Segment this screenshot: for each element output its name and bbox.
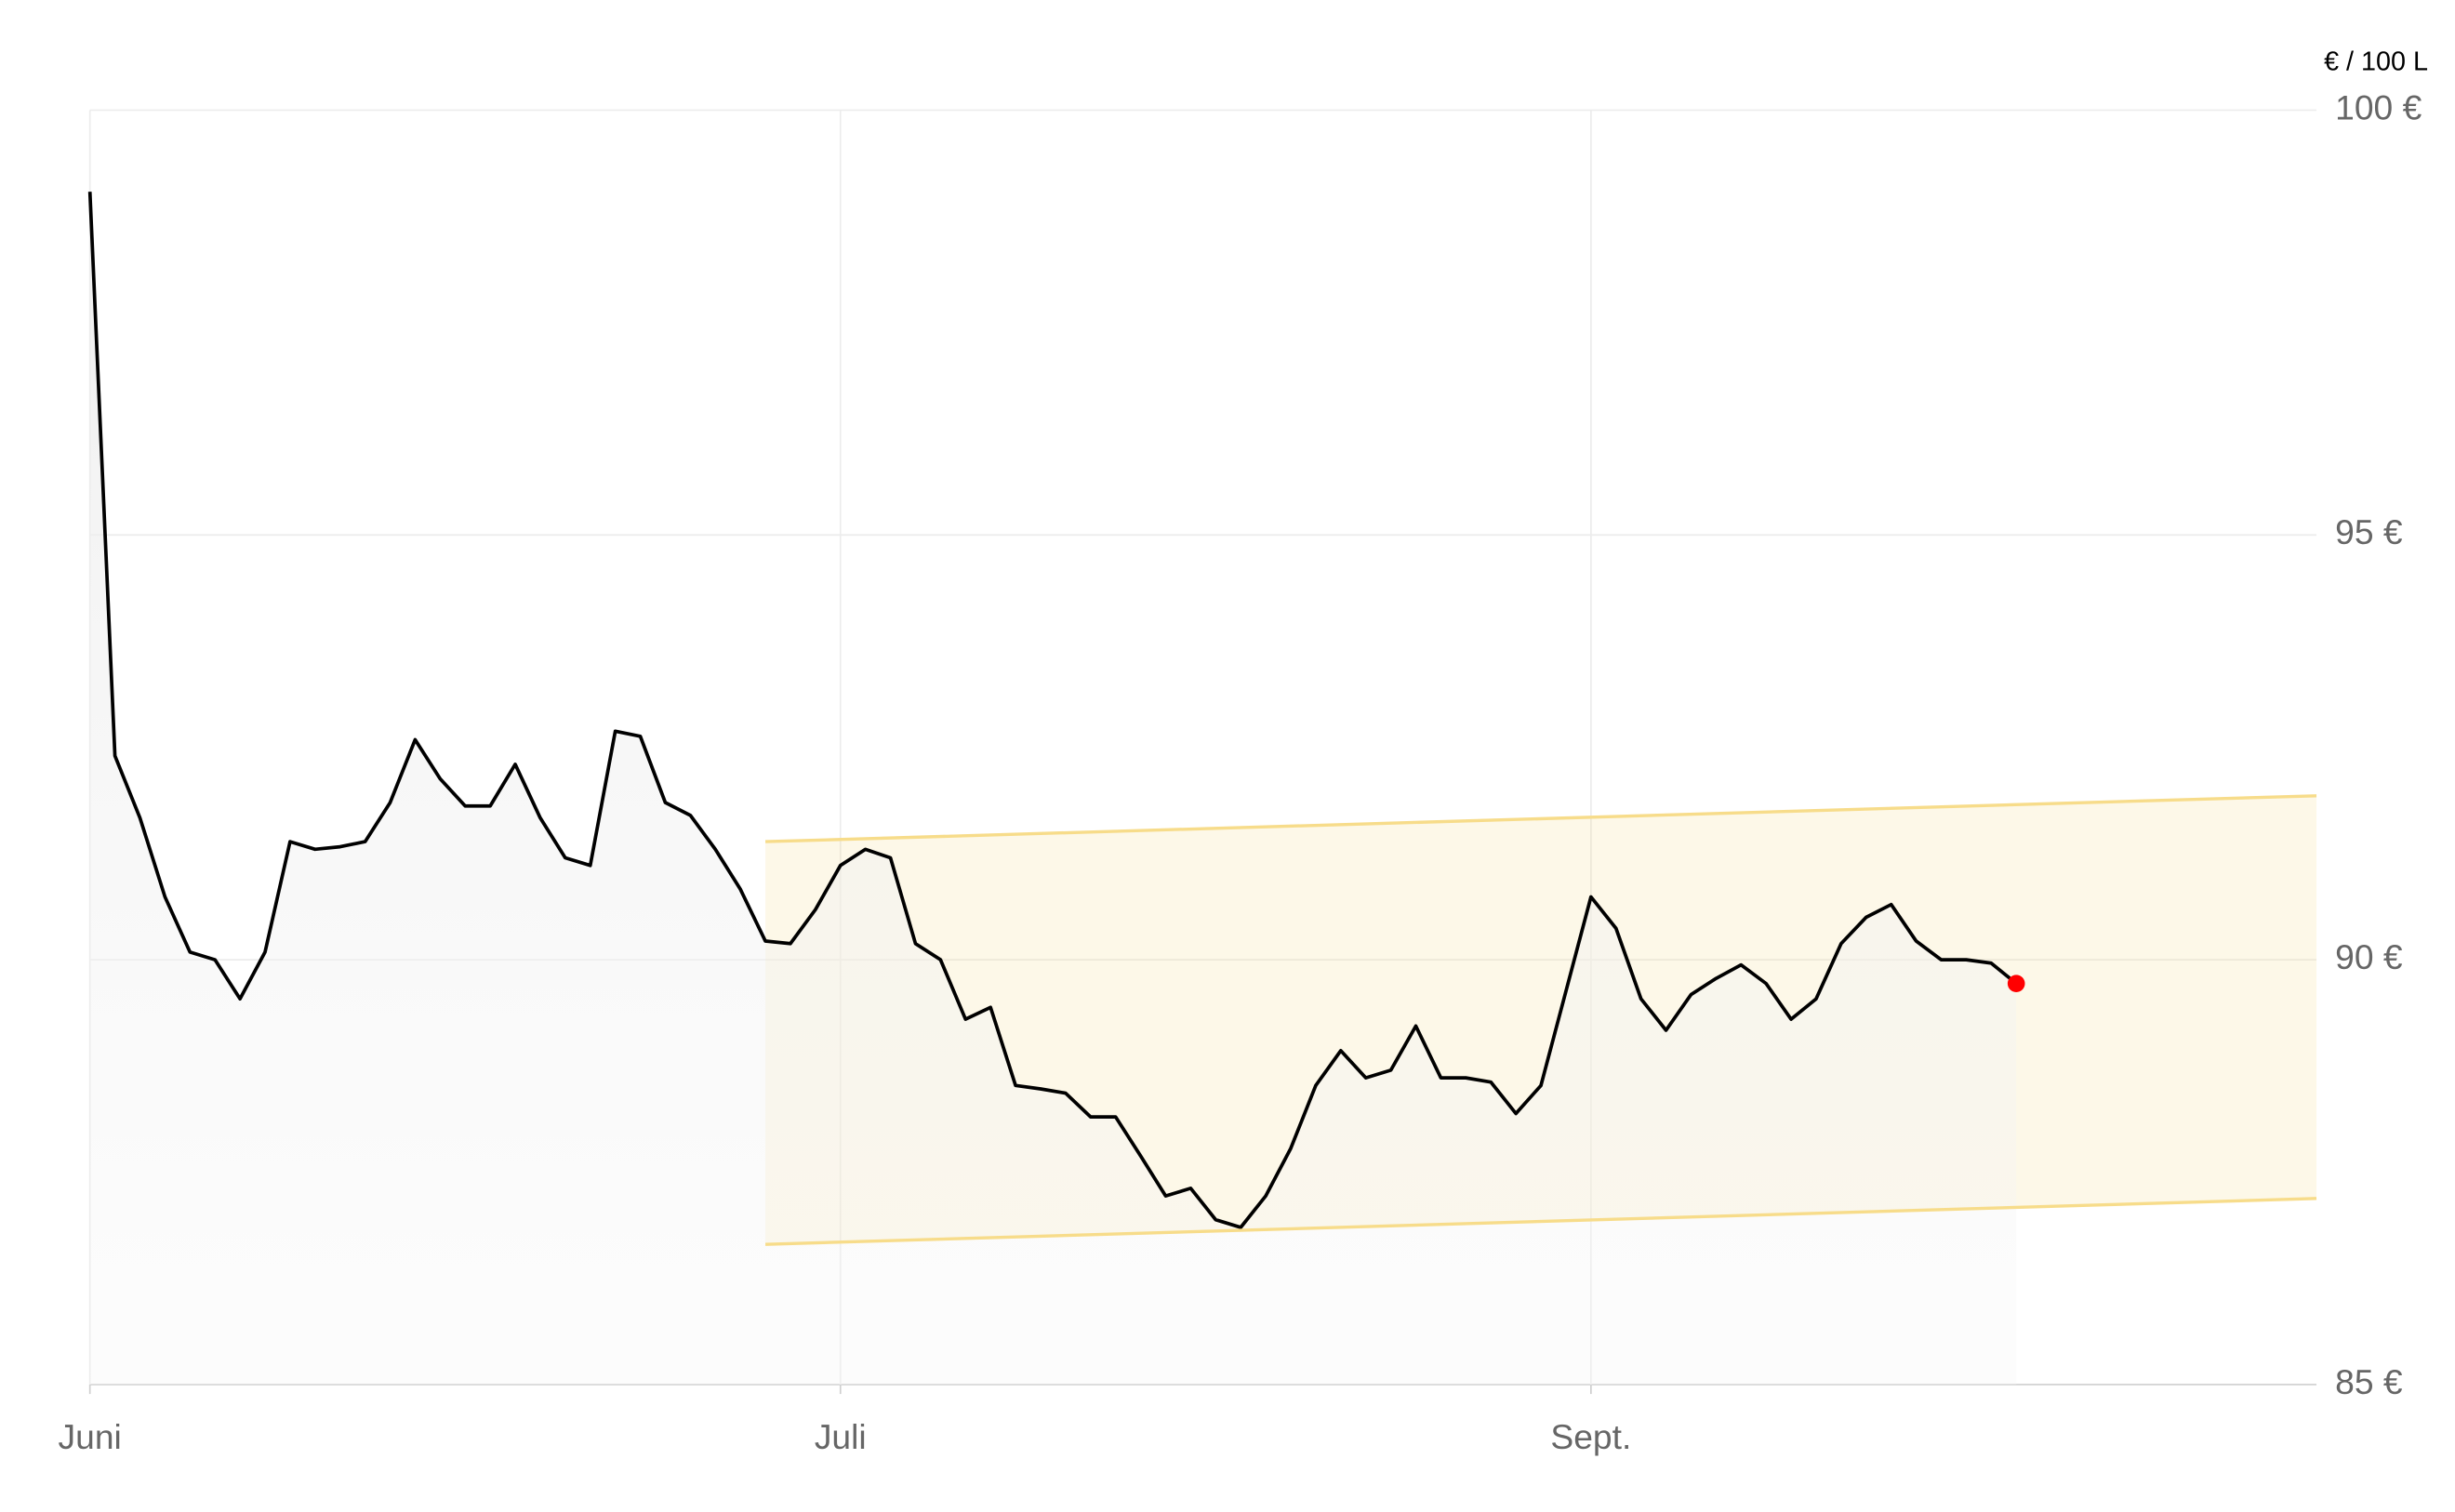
- band-line: [765, 794, 2317, 843]
- x-tick-label: Juli: [815, 1417, 867, 1456]
- unit-label: € / 100 L: [2324, 46, 2428, 76]
- price-line: [87, 192, 2018, 1229]
- last-point: [2007, 975, 2025, 993]
- x-tick-label: Juni: [59, 1417, 122, 1456]
- y-tick-label: 95 €: [2335, 512, 2403, 551]
- y-tick-label: 85 €: [2335, 1362, 2403, 1401]
- y-tick-label: 90 €: [2335, 937, 2403, 976]
- x-tick-label: Sept.: [1550, 1417, 1631, 1456]
- y-tick-label: 100 €: [2335, 87, 2422, 126]
- band-line: [765, 1197, 2317, 1246]
- area: [89, 192, 2017, 1385]
